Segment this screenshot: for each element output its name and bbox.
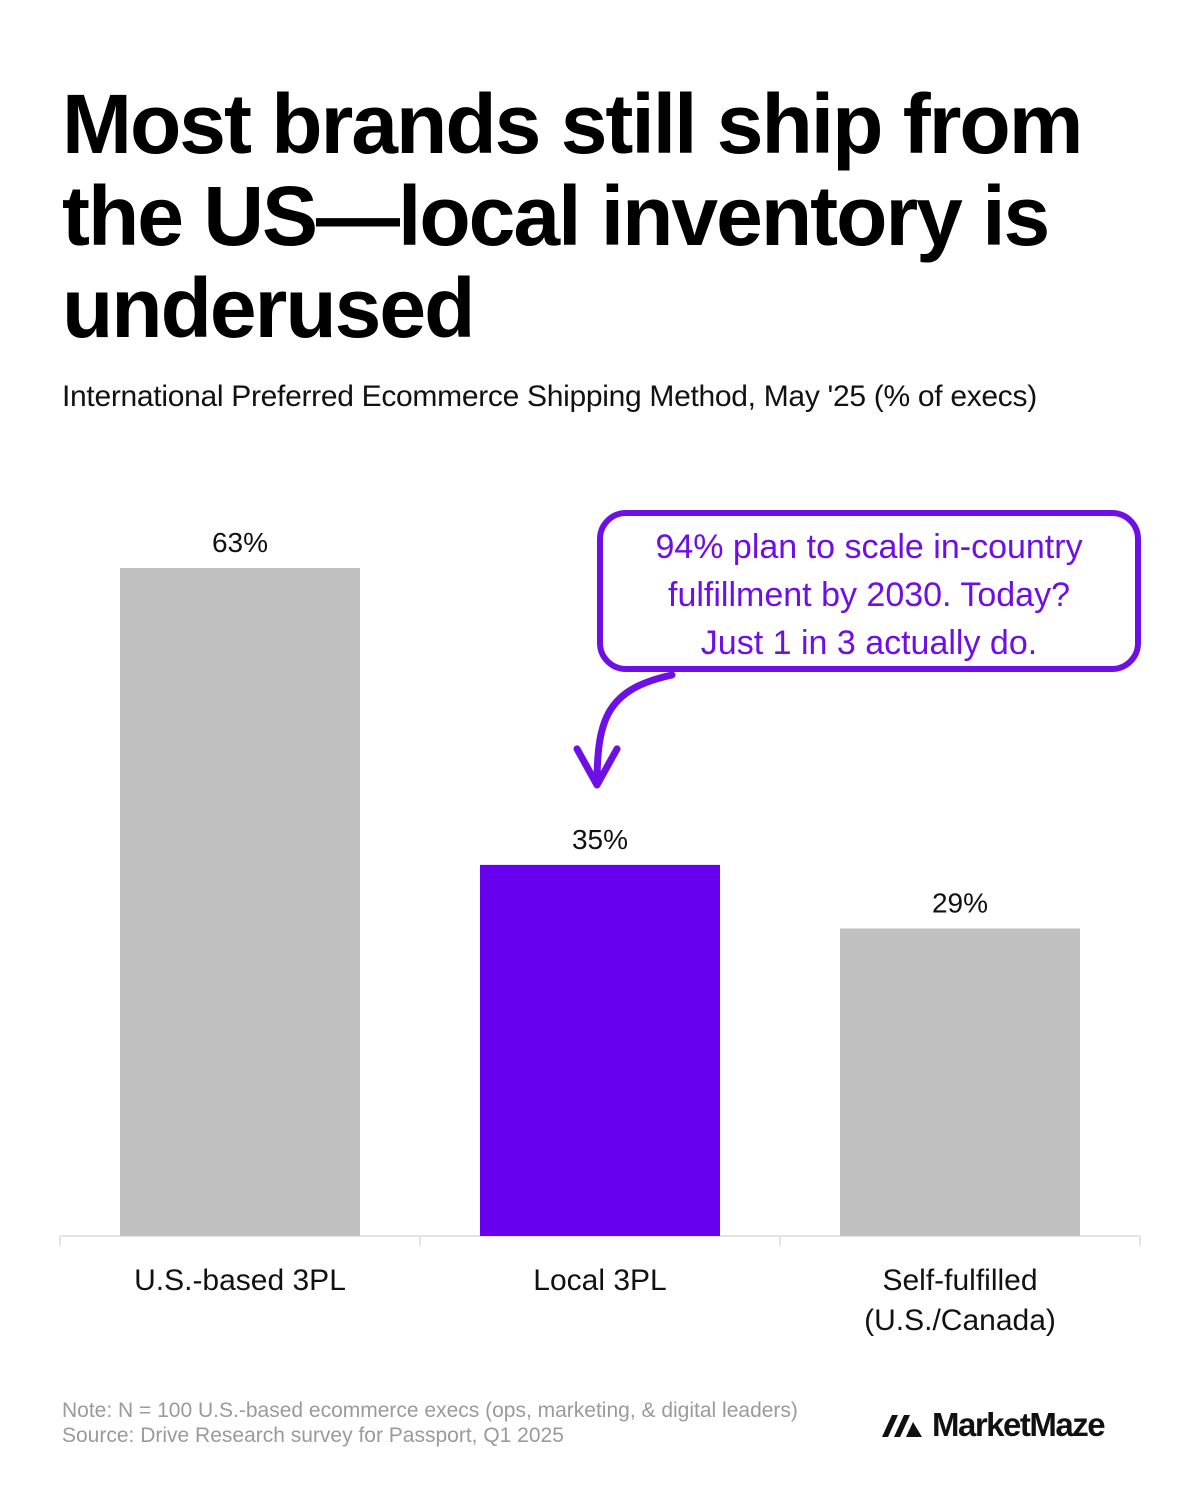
value-label: 63% (212, 527, 268, 558)
value-label: 29% (932, 888, 988, 919)
brand-logo: MarketMaze (880, 1405, 1106, 1445)
value-label: 35% (572, 824, 628, 855)
chart-title: Most brands still ship from the US—local… (62, 77, 1083, 355)
x-tick-label: (U.S./Canada) (864, 1304, 1056, 1337)
source-text: Source: Drive Research survey for Passpo… (62, 1424, 564, 1447)
brand-name: MarketMaze (932, 1406, 1106, 1443)
callout-arrowhead (573, 745, 621, 789)
callout-arrow (593, 671, 676, 789)
callout-text: 94% plan to scale in-country (655, 528, 1082, 566)
callout-text: fulfillment by 2030. Today? (668, 576, 1070, 614)
x-tick-label: Self-fulfilled (882, 1264, 1037, 1297)
callout-text: Just 1 in 3 actually do. (701, 624, 1037, 662)
footer-note: Note: N = 100 U.S.-based ecommerce execs… (62, 1398, 882, 1448)
chart-subtitle: International Preferred Ecommerce Shippi… (62, 380, 1037, 413)
bar-chart: 63% U.S.-based 3PL 35% Local 3PL 29% Self-ful… (59, 510, 1141, 1337)
bar (840, 928, 1080, 1236)
callout-box (597, 510, 1141, 672)
marketmaze-logo-icon (882, 1415, 922, 1437)
bar (120, 568, 360, 1236)
note-text: Note: N = 100 U.S.-based ecommerce execs… (62, 1399, 798, 1422)
x-tick-label: U.S.-based 3PL (134, 1264, 346, 1297)
x-tick-label: Local 3PL (533, 1264, 666, 1297)
bar-highlight (480, 864, 720, 1236)
